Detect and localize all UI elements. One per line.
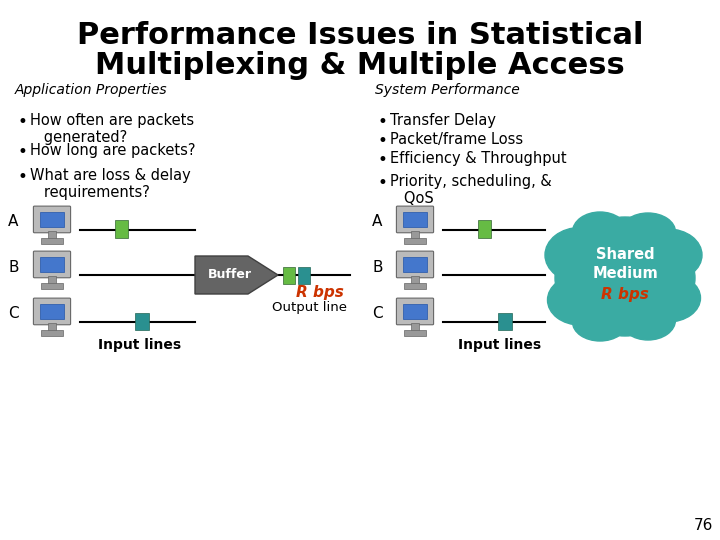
Bar	[48, 323, 55, 331]
Bar	[402, 212, 428, 227]
Text: Performance Issues in Statistical: Performance Issues in Statistical	[77, 21, 643, 50]
Bar	[48, 231, 55, 239]
Text: •: •	[378, 174, 388, 192]
Ellipse shape	[572, 212, 628, 252]
Text: How long are packets?: How long are packets?	[30, 143, 196, 158]
Text: System Performance: System Performance	[375, 83, 520, 97]
Text: A: A	[372, 214, 382, 230]
Bar	[478, 220, 491, 238]
Text: A: A	[8, 214, 19, 230]
Text: •: •	[18, 168, 28, 186]
Text: R bps: R bps	[296, 285, 344, 300]
Text: C: C	[8, 307, 19, 321]
Text: How often are packets
   generated?: How often are packets generated?	[30, 113, 194, 145]
Ellipse shape	[555, 228, 695, 328]
FancyBboxPatch shape	[33, 206, 71, 233]
Text: Input lines: Input lines	[459, 338, 541, 352]
Bar	[40, 283, 63, 289]
Ellipse shape	[547, 275, 613, 325]
Bar	[412, 276, 418, 284]
Text: •: •	[378, 151, 388, 169]
Bar	[40, 256, 64, 272]
Ellipse shape	[545, 227, 615, 282]
FancyBboxPatch shape	[33, 298, 71, 325]
Ellipse shape	[621, 300, 675, 340]
Ellipse shape	[588, 217, 662, 267]
Text: •: •	[378, 113, 388, 131]
Text: 76: 76	[693, 517, 713, 532]
Text: Packet/frame Loss: Packet/frame Loss	[390, 132, 523, 147]
Bar	[135, 313, 149, 330]
Text: Priority, scheduling, &
   QoS: Priority, scheduling, & QoS	[390, 174, 552, 206]
Text: •: •	[18, 113, 28, 131]
Bar	[403, 238, 426, 244]
Bar	[298, 267, 310, 284]
Text: •: •	[378, 132, 388, 150]
Ellipse shape	[572, 303, 628, 341]
Bar	[412, 323, 418, 331]
Bar	[403, 330, 426, 336]
Bar	[40, 303, 64, 319]
Bar	[48, 276, 55, 284]
Bar	[412, 231, 418, 239]
Ellipse shape	[621, 213, 675, 251]
Text: Input lines: Input lines	[99, 338, 181, 352]
Text: What are loss & delay
   requirements?: What are loss & delay requirements?	[30, 168, 191, 200]
Bar	[40, 330, 63, 336]
FancyBboxPatch shape	[397, 298, 433, 325]
Text: Application Properties: Application Properties	[15, 83, 168, 97]
Text: •: •	[18, 143, 28, 161]
Bar	[498, 313, 512, 330]
Text: Transfer Delay: Transfer Delay	[390, 113, 496, 128]
Text: Buffer: Buffer	[208, 268, 252, 281]
Bar	[283, 267, 295, 284]
Bar	[40, 212, 64, 227]
Text: B: B	[8, 260, 19, 274]
Text: Output line: Output line	[272, 301, 348, 314]
Text: B: B	[372, 260, 382, 274]
Bar	[402, 303, 428, 319]
Text: Multiplexing & Multiple Access: Multiplexing & Multiple Access	[95, 51, 625, 79]
Bar	[115, 220, 128, 238]
Polygon shape	[195, 256, 278, 294]
Text: Efficiency & Throughput: Efficiency & Throughput	[390, 151, 567, 166]
Ellipse shape	[636, 274, 701, 322]
Ellipse shape	[590, 288, 660, 336]
Ellipse shape	[634, 229, 702, 281]
FancyBboxPatch shape	[397, 251, 433, 278]
Text: C: C	[372, 307, 382, 321]
Text: R bps: R bps	[601, 287, 649, 301]
FancyBboxPatch shape	[397, 206, 433, 233]
Bar	[403, 283, 426, 289]
Bar	[40, 238, 63, 244]
FancyBboxPatch shape	[33, 251, 71, 278]
Text: Shared
Medium: Shared Medium	[592, 247, 658, 281]
Bar	[402, 256, 428, 272]
